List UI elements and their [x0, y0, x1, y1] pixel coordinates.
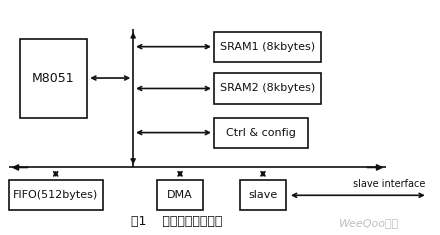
Bar: [157, 180, 203, 210]
Text: WeeQoo维库: WeeQoo维库: [339, 218, 399, 228]
Text: slave: slave: [248, 190, 278, 200]
Text: DMA: DMA: [167, 190, 193, 200]
Bar: [240, 180, 286, 210]
Text: 图1    硬件开发平台框图: 图1 硬件开发平台框图: [131, 215, 223, 228]
Bar: [9, 180, 103, 210]
Text: SRAM2 (8kbytes): SRAM2 (8kbytes): [220, 83, 315, 94]
Text: Ctrl & config: Ctrl & config: [226, 128, 296, 138]
Text: FIFO(512bytes): FIFO(512bytes): [13, 190, 98, 200]
Text: SRAM1 (8kbytes): SRAM1 (8kbytes): [220, 42, 315, 52]
Text: M8051: M8051: [32, 71, 75, 85]
Text: slave interface: slave interface: [353, 180, 425, 189]
Bar: [214, 118, 308, 148]
Bar: [20, 39, 87, 118]
Bar: [214, 31, 321, 62]
Bar: [214, 73, 321, 104]
